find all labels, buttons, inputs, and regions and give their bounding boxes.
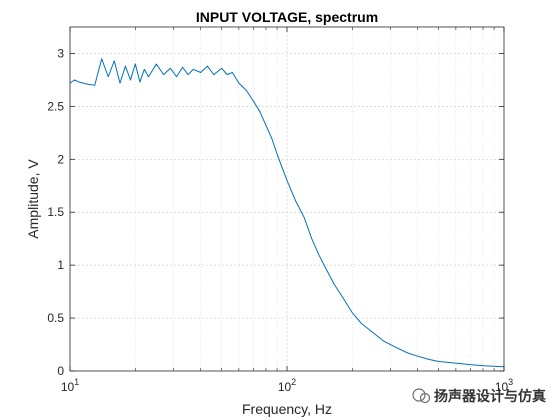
data-point bbox=[493, 365, 495, 367]
tick-marks bbox=[69, 27, 505, 372]
x-tick-label: 102 bbox=[278, 377, 296, 394]
y-tick-label: 2 bbox=[57, 152, 64, 166]
series-layer bbox=[69, 58, 505, 368]
data-point bbox=[265, 125, 267, 126]
data-point bbox=[295, 201, 297, 203]
data-point bbox=[407, 352, 409, 354]
data-point bbox=[271, 137, 273, 139]
data-point bbox=[182, 66, 183, 68]
x-tick-label: 101 bbox=[61, 377, 79, 394]
data-point bbox=[318, 254, 320, 255]
data-point bbox=[176, 76, 178, 78]
data-point bbox=[86, 83, 88, 85]
data-point bbox=[101, 58, 103, 60]
data-point bbox=[134, 63, 136, 65]
data-point bbox=[383, 340, 385, 342]
data-point bbox=[448, 362, 450, 363]
y-tick-label: 2.5 bbox=[47, 99, 64, 113]
data-point bbox=[213, 74, 215, 76]
data-point bbox=[187, 74, 189, 76]
data-point bbox=[482, 365, 484, 367]
data-point bbox=[221, 67, 223, 69]
watermark-text: 扬声器设计与仿真 bbox=[434, 388, 546, 404]
data-point bbox=[460, 363, 461, 364]
data-point bbox=[276, 153, 278, 155]
data-point bbox=[396, 347, 398, 349]
data-point bbox=[130, 79, 131, 81]
data-point bbox=[169, 67, 171, 69]
data-point bbox=[238, 82, 240, 84]
data-point bbox=[372, 332, 374, 334]
data-point bbox=[311, 238, 313, 240]
y-tick-label: 0.5 bbox=[47, 311, 64, 325]
y-tick-label: 1.5 bbox=[47, 205, 64, 219]
data-point bbox=[438, 361, 440, 362]
data-point bbox=[94, 84, 96, 86]
y-tick-label: 3 bbox=[57, 46, 64, 60]
data-point bbox=[333, 283, 335, 285]
y-tick-label: 0 bbox=[57, 364, 64, 378]
chart-title: INPUT VOLTAGE, spectrum bbox=[196, 9, 378, 25]
data-point bbox=[281, 167, 283, 169]
data-point bbox=[119, 82, 121, 84]
x-axis-title: Frequency, Hz bbox=[242, 401, 332, 417]
data-point bbox=[360, 322, 362, 324]
data-point bbox=[303, 217, 305, 218]
data-point bbox=[428, 358, 430, 360]
data-point bbox=[192, 68, 194, 70]
data-point bbox=[231, 72, 233, 73]
y-tick-label: 1 bbox=[57, 258, 64, 272]
data-point bbox=[155, 63, 157, 65]
data-point bbox=[163, 74, 165, 76]
data-point bbox=[107, 76, 109, 78]
data-point bbox=[226, 74, 228, 76]
data-point bbox=[124, 65, 126, 67]
y-axis-title: Amplitude, V bbox=[25, 159, 41, 239]
x-tick-label: 103 bbox=[495, 377, 513, 394]
data-point bbox=[351, 312, 353, 314]
data-point bbox=[324, 266, 326, 268]
data-point bbox=[417, 355, 419, 357]
data-point bbox=[469, 364, 471, 366]
y-tick-labels: 0 0.5 1 1.5 2 2.5 3 bbox=[47, 46, 64, 378]
wechat-official-account-icon bbox=[412, 388, 431, 404]
data-point bbox=[207, 65, 208, 67]
data-point bbox=[78, 81, 80, 83]
data-point bbox=[200, 72, 202, 73]
data-point bbox=[143, 68, 145, 70]
data-point bbox=[74, 79, 75, 81]
x-tick-labels: 101 102 103 bbox=[61, 377, 513, 394]
data-point bbox=[113, 60, 115, 62]
watermark: 扬声器设计与仿真 bbox=[412, 388, 546, 404]
data-point bbox=[252, 100, 254, 102]
data-point bbox=[286, 180, 288, 181]
data-point bbox=[259, 111, 261, 113]
data-point bbox=[246, 90, 247, 91]
data-point bbox=[148, 76, 149, 78]
data-point bbox=[139, 81, 141, 83]
data-point bbox=[341, 296, 343, 298]
grid-lines bbox=[70, 27, 504, 371]
